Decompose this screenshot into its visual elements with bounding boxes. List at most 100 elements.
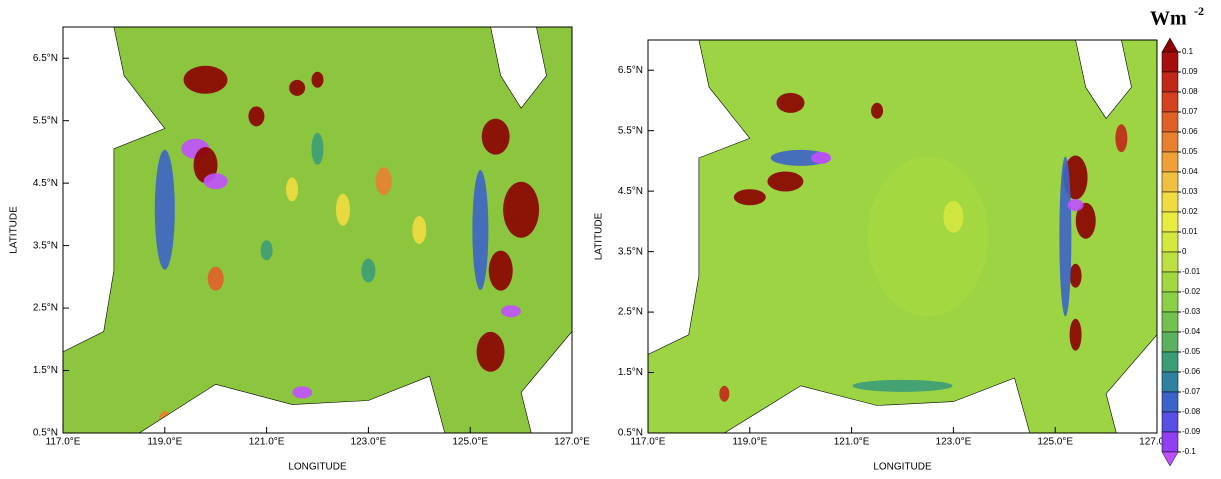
colorbar-label: -0.03 <box>1182 307 1201 316</box>
colorbar-box <box>1161 371 1179 393</box>
land <box>490 27 547 109</box>
field-blob <box>154 149 175 270</box>
y-tick-label: 4.5°N <box>618 186 643 197</box>
x-tick-label: 127.0°E <box>554 437 590 448</box>
colorbar-label: -0.09 <box>1182 427 1201 436</box>
x-tick-label: 127.0°E <box>1139 437 1175 448</box>
colorbar-box <box>1161 211 1179 233</box>
colorbar-unit-exponent: -2 <box>1194 4 1204 18</box>
y-tick-label: 2.5°N <box>618 307 643 318</box>
field-blob <box>852 379 953 392</box>
colorbar-arrow <box>1161 451 1179 467</box>
colorbar-box <box>1161 391 1179 413</box>
field-blob <box>500 305 521 318</box>
plot-frame <box>647 39 1158 434</box>
map-field <box>63 27 572 433</box>
x-axis-label: LONGITUDE <box>873 462 932 473</box>
x-tick-label: 121.0°E <box>834 437 870 448</box>
x-tick-label: 125.0°E <box>1037 437 1073 448</box>
colorbar-box <box>1161 411 1179 433</box>
y-tick-label: 2.5°N <box>33 303 58 314</box>
y-tick-label: 6.5°N <box>33 53 58 64</box>
y-tick-label: 0.5°N <box>618 428 643 439</box>
field-blob <box>311 71 324 88</box>
field-blob <box>207 266 224 291</box>
field-blob <box>871 102 884 119</box>
y-tick-label: 4.5°N <box>33 178 58 189</box>
land <box>63 27 166 353</box>
field-blob <box>1069 318 1082 351</box>
field-blob <box>361 258 376 283</box>
colorbar-box <box>1161 331 1179 353</box>
x-tick-label: 117.0°E <box>631 437 666 448</box>
field-blob <box>1069 263 1082 288</box>
land <box>723 377 1031 433</box>
land <box>1075 40 1132 120</box>
colorbar-label: 0 <box>1182 247 1187 256</box>
x-tick-label: 119.0°E <box>732 437 767 448</box>
field-blob <box>1115 124 1128 153</box>
y-tick-label: 5.5°N <box>618 125 643 136</box>
field-blob <box>1075 202 1096 239</box>
field-blob <box>943 200 964 233</box>
colorbar-label: -0.06 <box>1182 367 1201 376</box>
colorbar-box <box>1161 111 1179 133</box>
colorbar-label: 0.07 <box>1182 107 1198 116</box>
colorbar-label: 0.04 <box>1182 167 1198 176</box>
colorbar-box <box>1161 231 1179 253</box>
field-blob <box>286 177 299 202</box>
colorbar-box <box>1161 351 1179 373</box>
field-blob <box>289 79 306 96</box>
field-blob <box>1067 199 1084 212</box>
colorbar-label: -0.05 <box>1182 347 1201 356</box>
field-blob <box>767 171 804 192</box>
y-tick-label: 3.5°N <box>33 240 58 251</box>
x-tick-label: 117.0°E <box>46 437 81 448</box>
maps <box>63 27 1157 433</box>
colorbar-label: 0.05 <box>1182 147 1198 156</box>
field-blob <box>867 156 988 317</box>
field-blob <box>183 65 228 94</box>
colorbar-label: 0.06 <box>1182 127 1198 136</box>
field-blob <box>375 167 392 196</box>
colorbar-label: 0.02 <box>1182 207 1198 216</box>
x-tick-label: 123.0°E <box>936 437 972 448</box>
colorbar-box <box>1161 131 1179 153</box>
colorbar-label: -0.02 <box>1182 287 1201 296</box>
field-blob <box>292 386 313 399</box>
colorbar-unit: Wm <box>1150 8 1187 30</box>
colorbar-label: -0.1 <box>1182 447 1196 456</box>
colorbar-box <box>1161 431 1179 453</box>
y-axis-label: LATITUDE <box>9 206 20 254</box>
colorbar-label: 0.01 <box>1182 227 1198 236</box>
y-tick-label: 5.5°N <box>33 115 58 126</box>
y-tick-label: 1.5°N <box>618 367 643 378</box>
field-blob <box>260 240 273 261</box>
x-tick-label: 119.0°E <box>147 437 182 448</box>
colorbar-box <box>1161 51 1179 73</box>
colorbar-box <box>1161 71 1179 93</box>
land <box>138 375 446 433</box>
plot-frame <box>62 26 573 434</box>
colorbar-arrow <box>1161 37 1179 53</box>
x-tick-label: 125.0°E <box>452 437 488 448</box>
field-blob <box>719 385 730 402</box>
y-tick-label: 3.5°N <box>618 246 643 257</box>
colorbar-label: -0.01 <box>1182 267 1201 276</box>
field-blob <box>311 132 324 165</box>
colorbar-box <box>1161 171 1179 193</box>
field-blob <box>503 181 540 238</box>
field-blob <box>1059 156 1072 317</box>
field-blob <box>248 106 265 127</box>
y-axis-label: LATITUDE <box>594 212 605 260</box>
colorbar-label: 0.03 <box>1182 187 1198 196</box>
field-blob <box>203 173 228 190</box>
field-blob <box>488 250 513 291</box>
x-tick-label: 123.0°E <box>351 437 387 448</box>
colorbar-box <box>1161 311 1179 333</box>
colorbar-label: 0.09 <box>1182 67 1198 76</box>
colorbar-label: 0.1 <box>1182 47 1194 56</box>
field-blob <box>776 92 805 113</box>
field-blob <box>472 170 489 290</box>
